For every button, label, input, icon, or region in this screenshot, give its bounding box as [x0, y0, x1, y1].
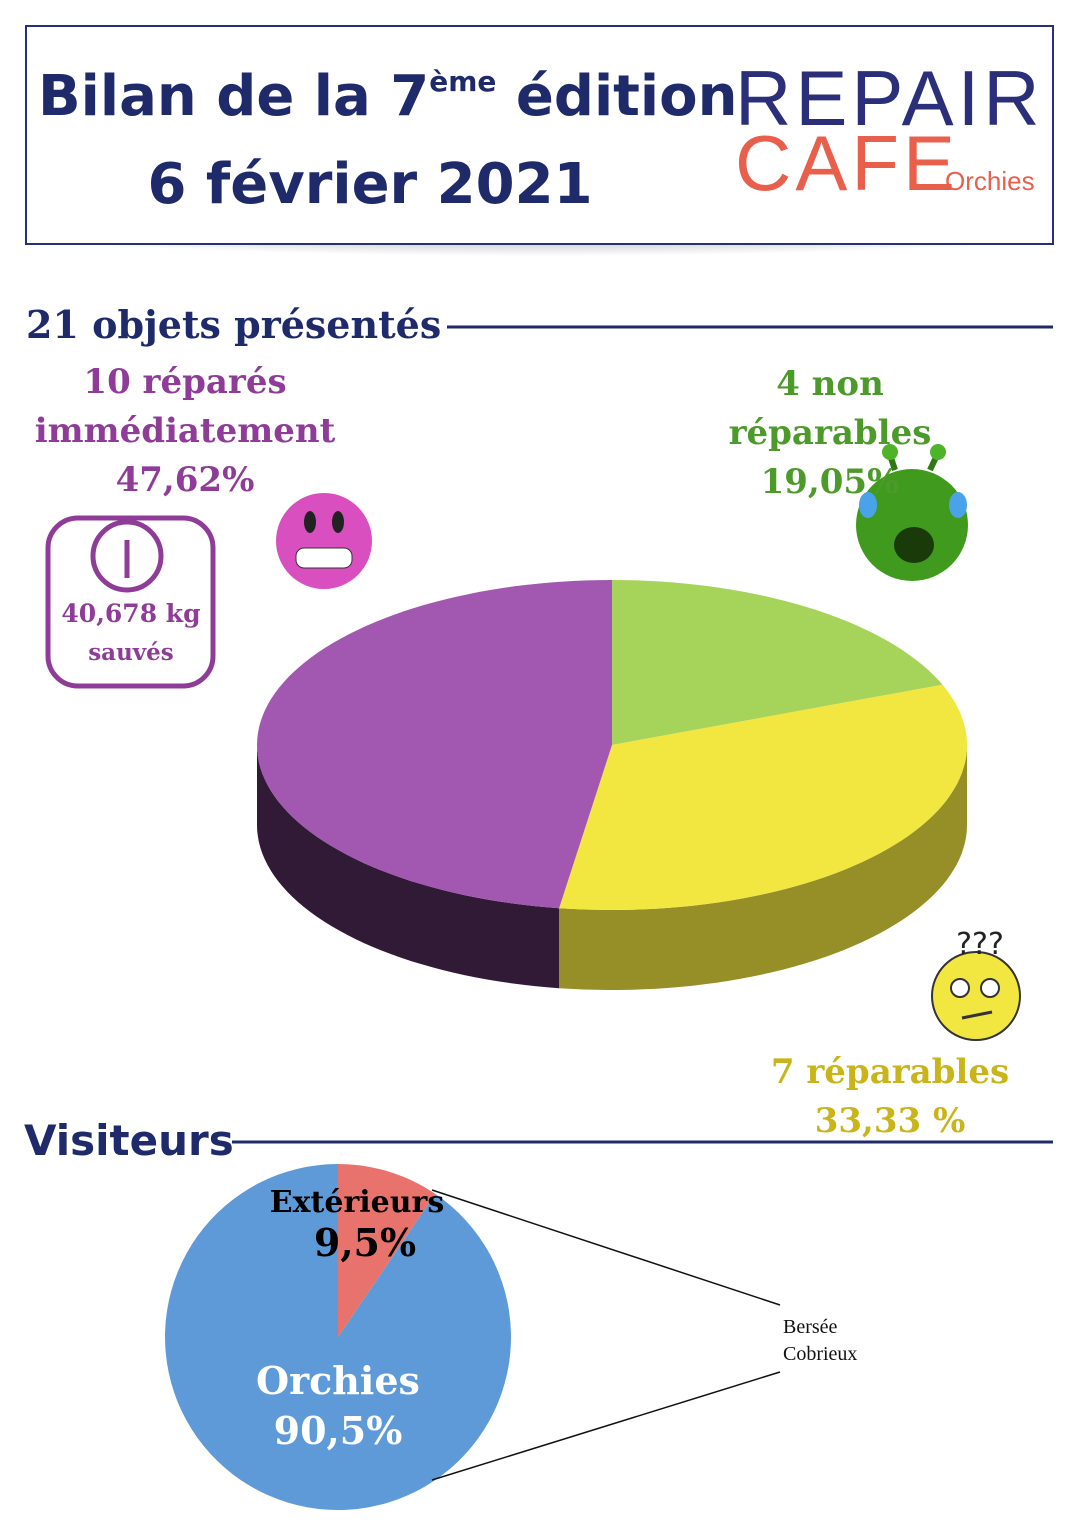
callout-text: Cobrieux [783, 1343, 857, 1365]
slice [559, 684, 967, 910]
scale-icon [45, 515, 216, 689]
slice-side [559, 745, 967, 990]
slice [257, 580, 612, 909]
header-title: Bilan de la 7ème édition [38, 64, 737, 129]
value-label: 19,05% [760, 462, 900, 502]
smiley-crying [856, 444, 968, 581]
slice [165, 1164, 512, 1510]
slice-side [257, 745, 560, 989]
slice-label: 10 réparés immédiatement 47,62% [30, 358, 340, 505]
category-label: Extérieurs [270, 1185, 445, 1220]
value-label: 9,5% [314, 1220, 416, 1265]
value-label: 33,33 % [814, 1101, 966, 1141]
svg-text:???: ??? [956, 927, 1004, 962]
section-title: Visiteurs [24, 1116, 234, 1165]
scale-dial [90, 519, 164, 593]
smiley-puzzled: ??? [931, 927, 1021, 1041]
category-label: 4 non réparables [728, 364, 932, 453]
category-label: Orchies [256, 1358, 420, 1403]
callout-line [431, 1189, 781, 1306]
slice [338, 1164, 436, 1337]
slice-label: 7 réparables 33,33 % [730, 1048, 1050, 1146]
callout-text: Bersée [783, 1316, 838, 1338]
logo-line1: REPAIR [735, 54, 1044, 142]
category-label: 10 réparés immédiatement [34, 362, 336, 451]
weight-label: sauvés [88, 639, 174, 666]
title-sup: ème [429, 65, 496, 98]
header-date: 6 février 2021 [147, 152, 592, 217]
section-title: 21 objets présentés [26, 302, 441, 347]
category-label: 7 réparables [770, 1052, 1010, 1092]
smiley-happy [276, 493, 372, 589]
title-text: Bilan de la 7 [38, 64, 429, 129]
logo-place: Orchies [945, 166, 1035, 196]
callout-line [431, 1371, 781, 1481]
title-text: édition [496, 64, 737, 129]
slice-label: 4 non réparables 19,05% [670, 360, 990, 507]
value-label: 90,5% [274, 1408, 403, 1453]
logo-line2: CAFE [735, 119, 959, 207]
value-label: 47,62% [115, 460, 255, 500]
slice [612, 580, 943, 745]
weight-label: 40,678 kg [61, 599, 200, 628]
header-box [25, 25, 1054, 245]
